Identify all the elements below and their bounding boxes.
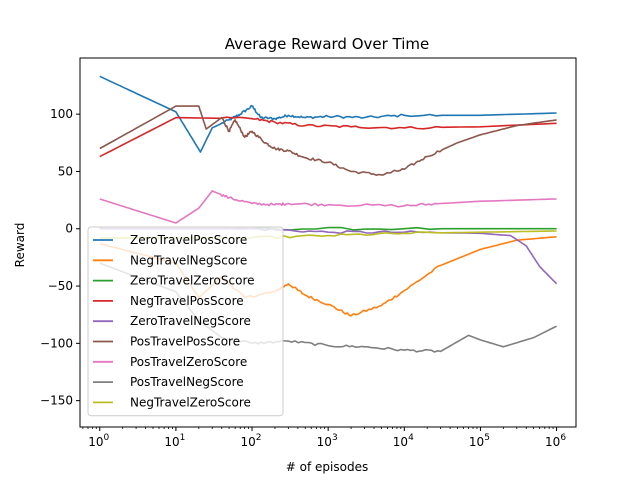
legend-label: PosTravelZeroScore: [130, 355, 247, 369]
y-tick-label: 100: [50, 107, 73, 121]
legend-label: NegTravelNegScore: [130, 253, 247, 267]
x-tick-label: 102: [241, 433, 262, 449]
y-tick-label: −50: [48, 279, 73, 293]
x-tick-label: 104: [393, 433, 414, 449]
x-tick-label: 105: [469, 433, 490, 449]
x-tick-label: 100: [88, 433, 109, 449]
legend-label: ZeroTravelPosScore: [130, 233, 247, 247]
series-line-1: [99, 75, 557, 153]
legend-label: ZeroTravelNegScore: [130, 314, 251, 328]
y-tick-label: 0: [65, 222, 73, 236]
legend-label: PosTravelNegScore: [130, 375, 244, 389]
legend-label: ZeroTravelZeroScore: [130, 274, 255, 288]
series-line-4: [99, 116, 557, 158]
x-axis: 100 101 102 103 104 105 106: [82, 427, 566, 449]
x-tick-label: 103: [317, 433, 338, 449]
legend-label: NegTravelPosScore: [130, 294, 244, 308]
x-tick-label: 106: [545, 433, 566, 449]
y-tick-label: 50: [58, 164, 73, 178]
y-axis-label: Reward: [13, 223, 27, 268]
y-tick-label: −150: [40, 394, 73, 408]
legend-box: [87, 226, 284, 417]
legend-label: NegTravelZeroScore: [130, 395, 251, 409]
legend: ZeroTravelPosScore NegTravelNegScore ZeroT…: [87, 226, 284, 417]
series-line-7: [99, 190, 557, 224]
y-tick-label: −100: [40, 336, 73, 350]
series-line-6: [99, 105, 557, 176]
x-tick-label: 101: [164, 433, 185, 449]
chart-title: Average Reward Over Time: [225, 35, 430, 53]
x-axis-label: # of episodes: [286, 460, 368, 474]
legend-label: PosTravelPosScore: [130, 335, 240, 349]
y-axis: −150 −100 −50 0 50 100: [40, 107, 80, 408]
